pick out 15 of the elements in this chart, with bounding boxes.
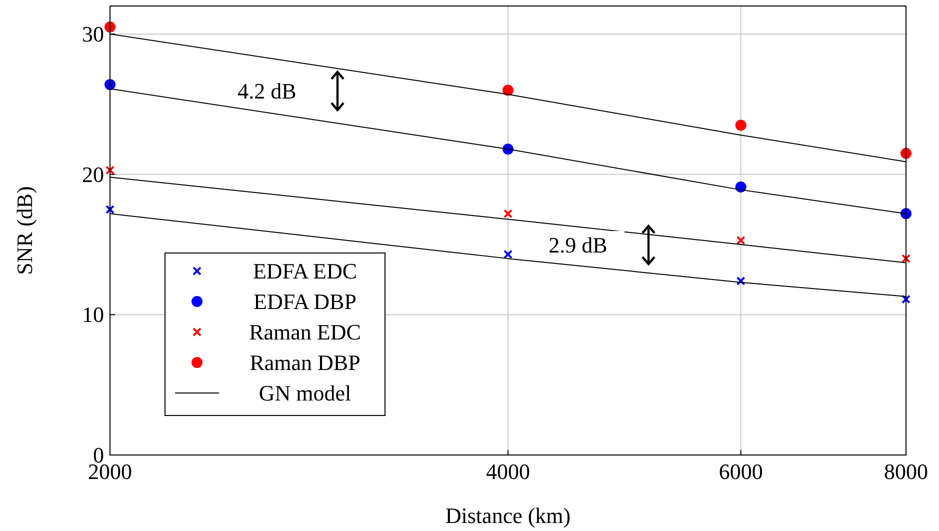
legend-label: Raman DBP — [250, 350, 360, 375]
annotation: 4.2 dB — [238, 78, 296, 104]
legend-label: EDFA EDC — [252, 258, 358, 284]
x-tick-label: 4000 — [486, 459, 530, 484]
x-axis-title: Distance (km) — [445, 503, 571, 528]
legend-label: Raman EDC — [249, 320, 361, 344]
annotation: 2.9 dB — [548, 232, 608, 258]
legend-label: EDFA DBP — [254, 289, 356, 314]
x-tick-label: 6000 — [718, 459, 763, 484]
x-tick-label: 8000 — [884, 459, 928, 484]
y-tick-label: 30 — [82, 22, 104, 47]
y-tick-label: 20 — [82, 162, 104, 187]
y-tick-label: 10 — [82, 302, 104, 328]
y-axis-title: SNR (dB) — [12, 186, 37, 275]
legend-label: GN model — [258, 380, 352, 406]
